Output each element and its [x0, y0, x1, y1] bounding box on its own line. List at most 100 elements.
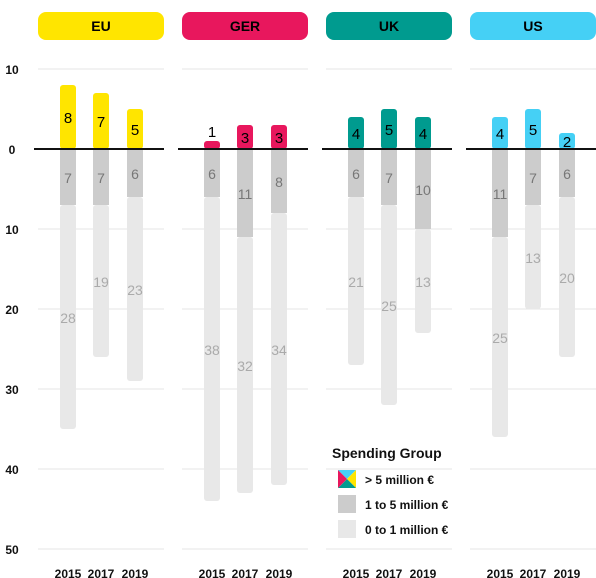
value-label-m0to1-uk-2017: 25 — [381, 298, 397, 314]
legend-label-2: 0 to 1 million € — [365, 523, 449, 537]
value-label-m0to1-ger-2015: 38 — [204, 342, 220, 358]
bar-gt5-eu-2017 — [93, 93, 109, 149]
x-tick-label-eu-2015: 2015 — [55, 567, 82, 578]
y-tick-label-3: 20 — [5, 303, 19, 317]
group-header-ger — [182, 12, 308, 40]
value-label-gt5-ger-2017: 3 — [241, 130, 249, 147]
group-header-label-uk: UK — [379, 18, 399, 34]
value-label-m1to5-uk-2017: 7 — [385, 170, 393, 186]
bar-m0to1-eu-2017 — [93, 205, 109, 357]
bar-gt5-eu-2019 — [127, 109, 143, 149]
bar-m1to5-ger-2017 — [237, 149, 253, 237]
value-label-gt5-ger-2015: 1 — [208, 124, 216, 141]
bar-m0to1-ger-2017 — [237, 237, 253, 493]
value-label-m0to1-ger-2017: 32 — [237, 358, 253, 374]
group-header-eu — [38, 12, 164, 40]
bar-m0to1-uk-2017 — [381, 205, 397, 405]
value-label-m1to5-us-2019: 6 — [563, 166, 571, 182]
value-label-m1to5-uk-2015: 6 — [352, 166, 360, 182]
value-label-gt5-us-2019: 2 — [563, 134, 571, 151]
bar-m0to1-uk-2019 — [415, 229, 431, 333]
legend-swatch-gt5-pink — [338, 470, 347, 488]
bar-m0to1-eu-2019 — [127, 197, 143, 381]
y-tick-label-2: 10 — [5, 223, 19, 237]
bar-m1to5-uk-2015 — [348, 149, 364, 197]
bar-gt5-us-2017 — [525, 109, 541, 149]
bar-gt5-uk-2019 — [415, 117, 431, 149]
value-label-m0to1-us-2017: 13 — [525, 250, 541, 266]
x-tick-label-us-2015: 2015 — [487, 567, 514, 578]
legend-swatch-gt5-cyan — [338, 470, 356, 479]
group-header-label-ger: GER — [230, 18, 260, 34]
bar-m0to1-us-2019 — [559, 197, 575, 357]
value-label-m0to1-us-2015: 25 — [492, 330, 508, 346]
y-tick-label-6: 50 — [5, 543, 19, 557]
bar-m1to5-uk-2019 — [415, 149, 431, 229]
bar-m1to5-us-2017 — [525, 149, 541, 205]
x-tick-label-uk-2017: 2017 — [376, 567, 403, 578]
x-tick-label-us-2017: 2017 — [520, 567, 547, 578]
value-label-gt5-eu-2015: 8 — [64, 110, 72, 127]
value-label-m1to5-eu-2015: 7 — [64, 170, 72, 186]
x-tick-label-us-2019: 2019 — [554, 567, 581, 578]
x-tick-label-uk-2015: 2015 — [343, 567, 370, 578]
legend-label-0: > 5 million € — [365, 473, 434, 487]
bar-gt5-ger-2017 — [237, 125, 253, 149]
legend-title: Spending Group — [332, 445, 442, 461]
bar-m1to5-uk-2017 — [381, 149, 397, 205]
x-tick-label-ger-2019: 2019 — [266, 567, 293, 578]
bar-m1to5-eu-2019 — [127, 149, 143, 197]
y-tick-label-0: 10 — [5, 63, 19, 77]
value-label-m1to5-ger-2019: 8 — [275, 174, 283, 190]
bar-m0to1-us-2017 — [525, 205, 541, 309]
value-label-gt5-uk-2015: 4 — [352, 126, 360, 143]
value-label-gt5-eu-2019: 5 — [131, 122, 139, 139]
bar-m0to1-us-2015 — [492, 237, 508, 437]
bar-m1to5-us-2015 — [492, 149, 508, 237]
group-header-uk — [326, 12, 452, 40]
value-label-m1to5-us-2017: 7 — [529, 170, 537, 186]
value-label-m0to1-eu-2017: 19 — [93, 274, 109, 290]
value-label-m1to5-eu-2017: 7 — [97, 170, 105, 186]
value-label-m1to5-us-2015: 11 — [493, 186, 508, 202]
bar-gt5-ger-2019 — [271, 125, 287, 149]
legend-swatch-1 — [338, 495, 356, 513]
bar-gt5-us-2015 — [492, 117, 508, 149]
bar-gt5-us-2019 — [559, 133, 575, 149]
bar-gt5-eu-2015 — [60, 85, 76, 149]
bar-m0to1-uk-2015 — [348, 197, 364, 365]
bar-m1to5-us-2019 — [559, 149, 575, 197]
bar-m1to5-eu-2015 — [60, 149, 76, 205]
y-tick-label-4: 30 — [5, 383, 19, 397]
value-label-m0to1-ger-2019: 34 — [271, 342, 287, 358]
bar-m0to1-eu-2015 — [60, 205, 76, 429]
bar-m0to1-ger-2015 — [204, 197, 220, 501]
value-label-gt5-uk-2017: 5 — [385, 122, 393, 139]
legend-label-1: 1 to 5 million € — [365, 498, 449, 512]
value-label-gt5-ger-2019: 3 — [275, 130, 283, 147]
bar-gt5-uk-2015 — [348, 117, 364, 149]
value-label-m1to5-uk-2019: 10 — [415, 182, 431, 198]
group-header-label-us: US — [523, 18, 542, 34]
value-label-m0to1-us-2019: 20 — [559, 270, 575, 286]
value-label-gt5-uk-2019: 4 — [419, 126, 427, 143]
x-tick-label-eu-2017: 2017 — [88, 567, 115, 578]
legend-swatch-gt5-teal — [338, 479, 356, 488]
legend-swatch-2 — [338, 520, 356, 538]
bar-gt5-uk-2017 — [381, 109, 397, 149]
bar-gt5-ger-2015 — [204, 141, 220, 149]
value-label-gt5-eu-2017: 7 — [97, 114, 105, 131]
bar-m1to5-ger-2019 — [271, 149, 287, 213]
value-label-m0to1-uk-2019: 13 — [415, 274, 431, 290]
y-tick-label-5: 40 — [5, 463, 19, 477]
x-tick-label-ger-2017: 2017 — [232, 567, 259, 578]
bar-m1to5-ger-2015 — [204, 149, 220, 197]
x-tick-label-uk-2019: 2019 — [410, 567, 437, 578]
group-header-us — [470, 12, 596, 40]
bar-m1to5-eu-2017 — [93, 149, 109, 205]
value-label-m1to5-ger-2015: 6 — [208, 166, 216, 182]
value-label-m1to5-eu-2019: 6 — [131, 166, 139, 182]
value-label-m0to1-eu-2019: 23 — [127, 282, 143, 298]
value-label-m1to5-ger-2017: 11 — [238, 186, 253, 202]
legend-swatch-gt5-yellow — [347, 470, 356, 488]
